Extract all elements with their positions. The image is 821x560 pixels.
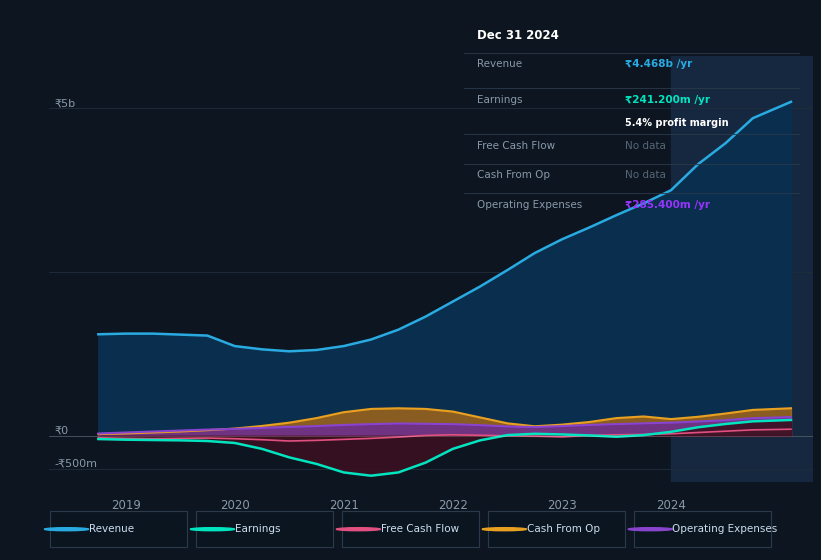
- Text: 5.4% profit margin: 5.4% profit margin: [626, 118, 729, 128]
- Text: 2022: 2022: [438, 498, 468, 512]
- Text: Earnings: Earnings: [235, 524, 280, 534]
- Text: ₹285.400m /yr: ₹285.400m /yr: [626, 199, 710, 209]
- Circle shape: [44, 528, 89, 531]
- Text: Free Cash Flow: Free Cash Flow: [381, 524, 459, 534]
- Text: 2019: 2019: [111, 498, 140, 512]
- Text: 2021: 2021: [329, 498, 359, 512]
- Text: Cash From Op: Cash From Op: [477, 170, 550, 180]
- Circle shape: [337, 528, 381, 531]
- FancyBboxPatch shape: [342, 511, 479, 547]
- Text: No data: No data: [626, 141, 667, 151]
- Text: Free Cash Flow: Free Cash Flow: [477, 141, 556, 151]
- Text: ₹4.468b /yr: ₹4.468b /yr: [626, 59, 693, 69]
- FancyBboxPatch shape: [196, 511, 333, 547]
- Circle shape: [628, 528, 672, 531]
- Text: 2024: 2024: [656, 498, 686, 512]
- Text: No data: No data: [626, 170, 667, 180]
- FancyBboxPatch shape: [634, 511, 771, 547]
- Text: Revenue: Revenue: [89, 524, 134, 534]
- Text: Cash From Op: Cash From Op: [526, 524, 599, 534]
- Text: Revenue: Revenue: [477, 59, 522, 69]
- Circle shape: [482, 528, 526, 531]
- Text: -₹500m: -₹500m: [55, 459, 98, 469]
- Text: ₹241.200m /yr: ₹241.200m /yr: [626, 95, 710, 105]
- Text: 2020: 2020: [220, 498, 250, 512]
- Text: Operating Expenses: Operating Expenses: [477, 199, 583, 209]
- Bar: [671, 56, 813, 482]
- Text: Earnings: Earnings: [477, 95, 523, 105]
- Text: Dec 31 2024: Dec 31 2024: [477, 30, 559, 43]
- FancyBboxPatch shape: [488, 511, 625, 547]
- Text: Operating Expenses: Operating Expenses: [672, 524, 777, 534]
- FancyBboxPatch shape: [50, 511, 187, 547]
- Text: ₹5b: ₹5b: [55, 99, 76, 109]
- Text: 2023: 2023: [547, 498, 577, 512]
- Circle shape: [190, 528, 235, 531]
- Text: ₹0: ₹0: [55, 426, 69, 436]
